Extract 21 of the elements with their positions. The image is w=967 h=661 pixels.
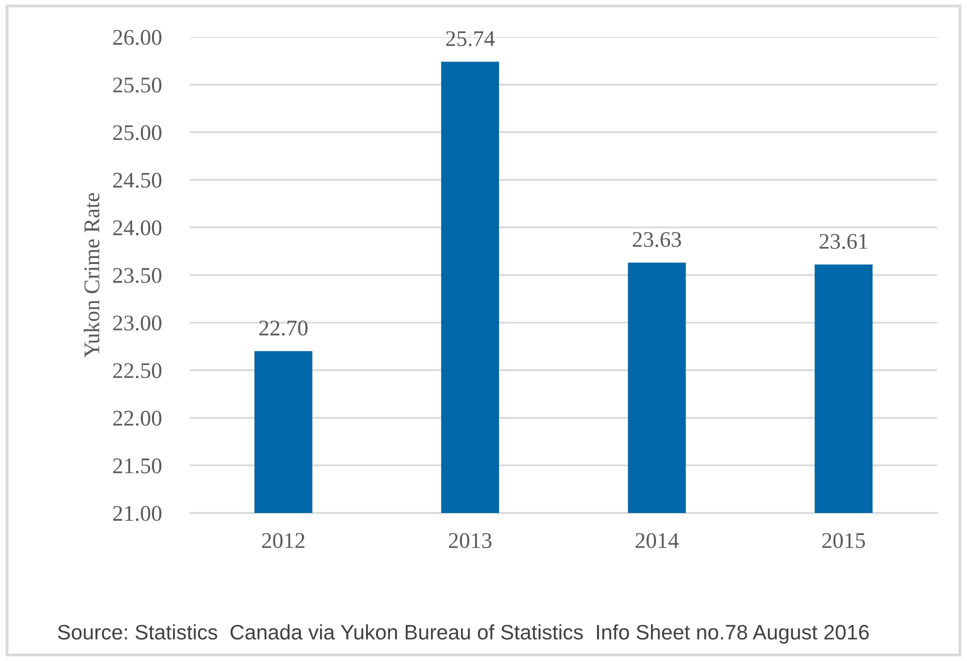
data-label: 23.61 <box>820 234 868 249</box>
y-tick-label: 25.00 <box>113 125 162 140</box>
y-tick-label: 23.00 <box>113 316 162 331</box>
data-label: 22.70 <box>259 320 308 336</box>
y-axis-title: Yukon Crime Rate <box>84 193 100 358</box>
y-tick-label: 26.00 <box>113 30 162 46</box>
data-label: 23.63 <box>632 232 682 248</box>
y-tick-label: 25.50 <box>113 78 162 93</box>
data-label: 25.74 <box>446 31 495 46</box>
y-tick-label: 24.50 <box>113 172 162 188</box>
y-tick-label: 23.50 <box>113 268 162 284</box>
x-tick-label: 2014 <box>636 533 679 548</box>
y-tick-label: 22.50 <box>113 363 162 378</box>
x-tick-label: 2012 <box>262 533 304 548</box>
y-tick-label: 22.00 <box>113 410 162 426</box>
y-tick-label: 24.00 <box>113 220 162 236</box>
y-tick-label: 21.50 <box>113 458 162 474</box>
x-tick-label: 2015 <box>822 533 865 548</box>
y-tick-label: 21.00 <box>113 506 162 522</box>
x-tick-label: 2013 <box>448 533 492 548</box>
source-note: Source: Statistics Canada via Yukon Bureau of Statistics Info Sheet no.78 August 2016 <box>58 624 869 644</box>
